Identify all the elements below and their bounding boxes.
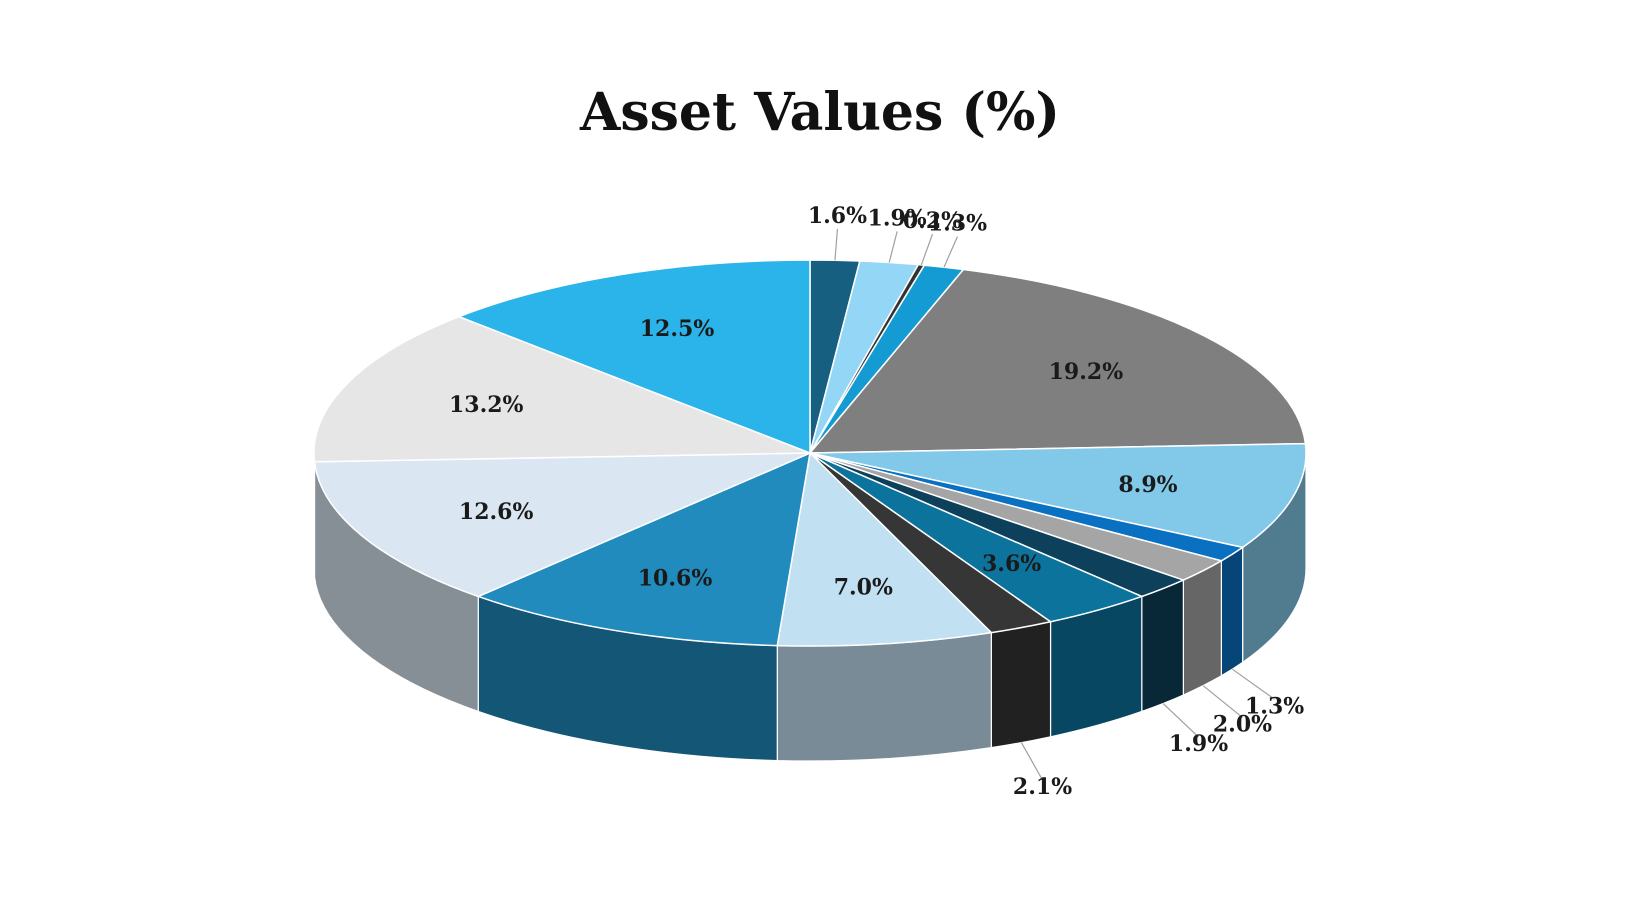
pie-slice-15 [456, 259, 811, 455]
pie-side-8 [1141, 579, 1184, 713]
pie-slice-5 [809, 442, 1307, 549]
slice-label-7: 2.0% [1213, 711, 1272, 737]
pie-slice-4 [808, 268, 1307, 454]
leader-line-0 [834, 228, 839, 261]
leader-line-10 [1020, 742, 1044, 781]
pie-side-14 [313, 452, 316, 577]
pie-side-7 [1182, 559, 1222, 696]
pie-slice-14 [313, 315, 811, 463]
slice-label-13: 12.6% [459, 499, 534, 525]
slice-label-9: 3.6% [982, 551, 1041, 577]
slice-label-12: 10.6% [638, 565, 713, 591]
leader-line-7 [1202, 685, 1243, 718]
slice-label-4: 19.2% [1049, 359, 1124, 385]
slice-label-1: 1.9% [868, 205, 927, 231]
slice-label-15: 12.5% [640, 316, 715, 342]
slice-label-14: 13.2% [449, 392, 524, 418]
pie-side-6 [1220, 546, 1244, 677]
leader-line-1 [888, 231, 898, 263]
leader-line-6 [1232, 668, 1275, 700]
leader-line-3 [943, 236, 958, 268]
chart-title: Asset Values (%) [579, 82, 1060, 143]
pie-slice-11 [776, 451, 993, 647]
pie-slice-12 [476, 451, 811, 647]
slice-label-10: 2.1% [1013, 774, 1072, 800]
slice-label-3: 1.3% [928, 211, 987, 237]
pie-side-10 [990, 621, 1052, 749]
slice-label-5: 8.9% [1118, 472, 1177, 498]
slice-label-6: 1.3% [1245, 693, 1304, 719]
slice-label-11: 7.0% [834, 574, 893, 600]
leader-line-2 [920, 233, 934, 266]
pie-slice-13 [313, 452, 811, 598]
leader-line-8 [1162, 703, 1199, 738]
slice-label-2: 0.2% [903, 208, 962, 234]
pie-side-11 [776, 631, 992, 762]
slice-label-0: 1.6% [808, 203, 867, 229]
slice-label-8: 1.9% [1169, 731, 1228, 757]
